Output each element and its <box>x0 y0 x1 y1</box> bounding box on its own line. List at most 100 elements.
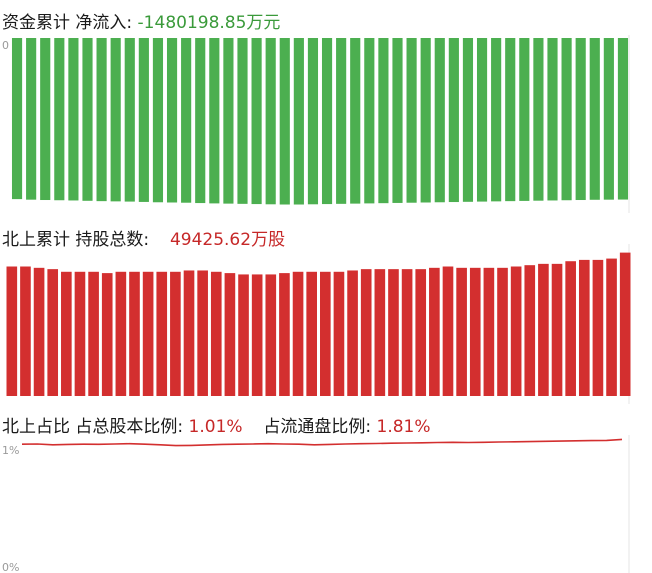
flow-bar <box>505 38 516 202</box>
holdings-bar <box>551 263 563 396</box>
holdings-bar <box>456 267 467 396</box>
holdings-bar <box>388 269 399 396</box>
holdings-bar <box>238 274 249 396</box>
ratio-line-chart: 1% 0% <box>2 435 630 573</box>
flow-bar <box>378 38 389 204</box>
ratio-series-line <box>21 438 623 447</box>
holdings-bar <box>88 271 99 396</box>
flow-bar <box>575 38 586 201</box>
holdings-bar <box>469 267 481 396</box>
flow-bar <box>138 38 149 202</box>
holdings-bar <box>497 267 508 396</box>
holdings-bar <box>142 271 154 396</box>
flow-bar <box>307 38 319 205</box>
holdings-bar <box>183 270 195 396</box>
holdings-bar <box>442 266 454 396</box>
flow-value: -1480198.85万元 <box>137 13 281 33</box>
ratio-label-float: 占流通盘比例: <box>263 417 372 437</box>
holdings-bar <box>115 271 127 396</box>
holdings-bar <box>6 266 18 396</box>
flow-bar <box>166 38 178 203</box>
flow-bar <box>321 38 333 205</box>
flow-bar <box>11 38 23 200</box>
holdings-bar <box>374 269 386 396</box>
flow-bar <box>533 38 544 201</box>
holdings-bar <box>401 269 413 396</box>
holdings-bar <box>510 266 522 396</box>
flow-bar <box>181 38 192 203</box>
flow-label: 资金累计 净流入: <box>2 13 133 33</box>
flow-bar <box>265 38 276 205</box>
flow-bar <box>40 38 51 201</box>
holdings-bar <box>74 271 86 396</box>
holdings-bar <box>578 259 590 396</box>
flow-bar <box>96 38 107 202</box>
holdings-bar <box>606 258 617 396</box>
flow-bar <box>561 38 572 201</box>
holdings-bar <box>197 270 208 396</box>
flow-bar <box>491 38 502 202</box>
holdings-bar <box>129 271 140 396</box>
holdings-bar <box>429 267 440 396</box>
flow-bar <box>519 38 530 201</box>
holdings-bar <box>524 265 536 396</box>
flow-bar <box>195 38 206 204</box>
ratio-title: 北上占比 占总股本比例: 1.01% 占流通盘比例: 1.81% <box>2 412 431 437</box>
y-tick-1-percent: 1% <box>2 444 19 457</box>
flow-bar <box>223 38 234 204</box>
holdings-bar <box>538 263 549 396</box>
flow-bar <box>547 38 558 201</box>
holdings-bar <box>224 273 236 396</box>
holdings-bar <box>347 270 358 396</box>
ratio-value-float: 1.81% <box>376 417 431 437</box>
flow-bar <box>434 38 445 203</box>
flow-bar-chart: 0 <box>2 35 630 213</box>
holdings-bar <box>565 261 576 396</box>
ratio-value-total: 1.01% <box>188 417 243 437</box>
flow-bar <box>476 38 488 202</box>
holdings-bar <box>619 252 631 396</box>
flow-bar <box>603 38 614 200</box>
holdings-bar <box>415 269 427 396</box>
holdings-bar <box>210 271 222 396</box>
holdings-value: 49425.62万股 <box>169 230 286 250</box>
holdings-bar <box>292 271 304 396</box>
flow-bar <box>617 38 629 200</box>
flow-bar <box>279 38 290 205</box>
flow-bar <box>350 38 361 204</box>
flow-bar <box>152 38 164 203</box>
ratio-label: 北上占比 占总股本比例: <box>2 417 184 437</box>
y-tick-label: 0 <box>2 39 9 52</box>
holdings-bar <box>306 271 318 396</box>
holdings-bar <box>483 267 495 396</box>
holdings-title: 北上累计 持股总数: 49425.62万股 <box>2 225 285 250</box>
flow-bar <box>54 38 65 201</box>
holdings-bar <box>360 269 372 396</box>
flow-bar <box>462 38 474 202</box>
holdings-bar <box>251 274 263 396</box>
flow-title: 资金累计 净流入: -1480198.85万元 <box>2 8 280 33</box>
holdings-bar-chart <box>6 244 631 404</box>
flow-bar <box>124 38 135 202</box>
flow-bar <box>110 38 121 202</box>
holdings-bar <box>20 266 31 396</box>
holdings-bar <box>47 269 59 396</box>
flow-bar <box>406 38 417 203</box>
flow-bar <box>448 38 459 203</box>
holdings-label: 北上累计 持股总数: <box>2 230 150 250</box>
holdings-bar <box>33 267 45 396</box>
flow-bar <box>392 38 403 203</box>
holdings-bar <box>156 271 168 396</box>
holdings-bar <box>170 271 181 396</box>
flow-bar <box>420 38 431 203</box>
flow-bar <box>82 38 93 201</box>
holdings-bar <box>279 273 290 396</box>
flow-bar <box>293 38 304 205</box>
holdings-bar <box>101 273 113 396</box>
flow-bar <box>364 38 375 204</box>
holdings-bar <box>61 271 72 396</box>
flow-bar <box>68 38 79 201</box>
flow-bar <box>209 38 220 204</box>
flow-bar <box>589 38 600 200</box>
flow-bar <box>26 38 37 200</box>
